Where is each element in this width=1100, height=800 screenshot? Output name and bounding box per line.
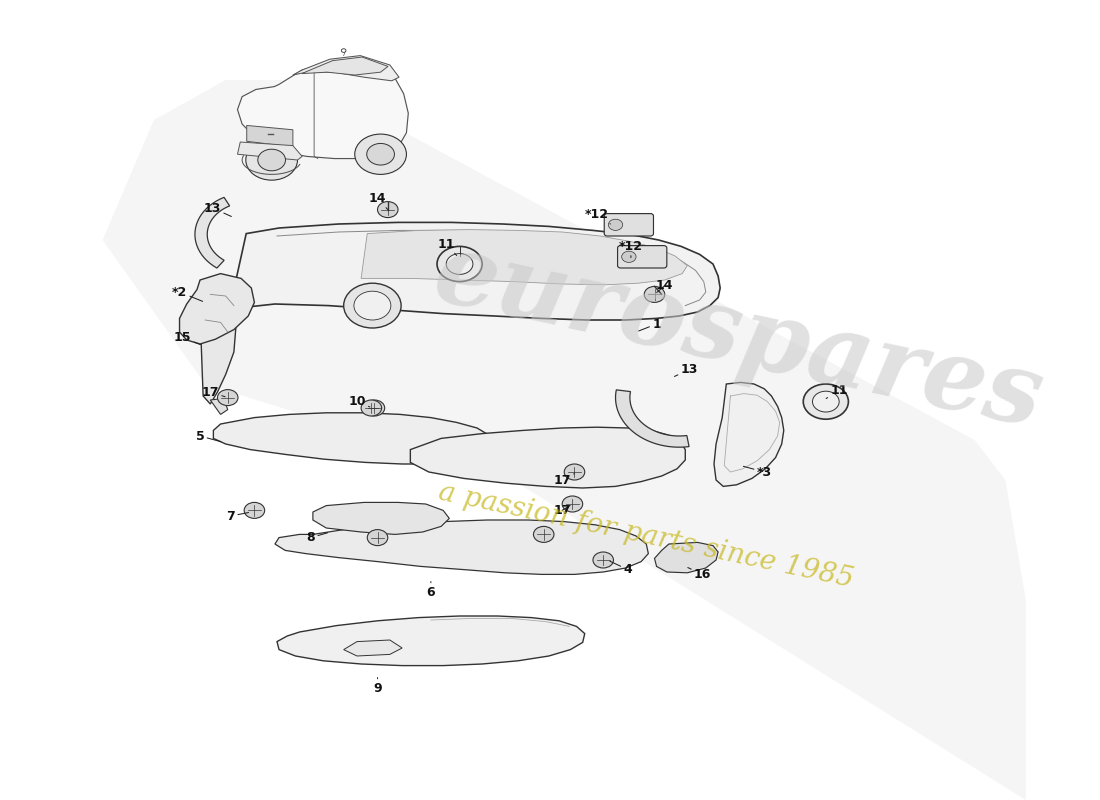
Polygon shape [302, 57, 388, 75]
Text: 14: 14 [368, 192, 388, 210]
Polygon shape [213, 413, 493, 464]
Circle shape [803, 384, 848, 419]
Text: 7: 7 [227, 510, 249, 522]
Polygon shape [714, 382, 784, 486]
Polygon shape [238, 142, 302, 160]
Text: 17: 17 [201, 386, 225, 398]
Circle shape [593, 552, 614, 568]
Polygon shape [616, 390, 689, 447]
Circle shape [645, 286, 664, 302]
Circle shape [621, 251, 636, 262]
Polygon shape [195, 198, 230, 268]
FancyBboxPatch shape [617, 246, 667, 268]
Text: *12: *12 [619, 240, 642, 258]
Text: *12: *12 [585, 208, 611, 224]
Text: 14: 14 [656, 279, 673, 293]
Text: 1: 1 [639, 318, 661, 331]
Circle shape [218, 390, 238, 406]
Text: *3: *3 [744, 466, 772, 478]
Circle shape [366, 143, 395, 165]
Circle shape [564, 464, 585, 480]
Polygon shape [361, 230, 688, 285]
Polygon shape [218, 222, 720, 326]
Text: 11: 11 [826, 384, 848, 398]
Text: 16: 16 [688, 567, 712, 581]
Text: 6: 6 [427, 582, 436, 598]
Circle shape [364, 400, 385, 416]
Text: 9: 9 [373, 678, 382, 694]
Polygon shape [246, 126, 293, 147]
Polygon shape [102, 80, 1026, 800]
Circle shape [257, 149, 286, 170]
Polygon shape [293, 56, 399, 81]
Text: eurospares: eurospares [426, 225, 1052, 447]
Polygon shape [312, 502, 449, 534]
Text: 17: 17 [553, 474, 574, 486]
Polygon shape [210, 398, 228, 414]
Text: 11: 11 [438, 238, 456, 255]
Polygon shape [410, 427, 685, 488]
Circle shape [447, 254, 473, 274]
Polygon shape [275, 520, 648, 574]
Circle shape [367, 530, 388, 546]
Circle shape [341, 49, 346, 52]
Text: 13: 13 [674, 363, 698, 377]
Circle shape [608, 219, 623, 230]
Circle shape [245, 140, 297, 180]
Circle shape [437, 246, 482, 282]
Circle shape [244, 502, 265, 518]
Text: 10: 10 [349, 395, 370, 408]
Text: 17: 17 [553, 504, 571, 517]
Polygon shape [277, 616, 585, 666]
Circle shape [354, 134, 406, 174]
Polygon shape [654, 542, 718, 573]
Circle shape [354, 291, 390, 320]
Circle shape [562, 496, 583, 512]
Polygon shape [179, 274, 254, 344]
Circle shape [534, 526, 554, 542]
Circle shape [377, 202, 398, 218]
Circle shape [361, 400, 382, 416]
Text: *2: *2 [172, 286, 202, 302]
Polygon shape [200, 310, 236, 404]
Text: a passion for parts since 1985: a passion for parts since 1985 [437, 478, 856, 594]
Polygon shape [238, 62, 408, 158]
Polygon shape [343, 640, 403, 656]
FancyBboxPatch shape [604, 214, 653, 236]
Circle shape [343, 283, 402, 328]
Text: 5: 5 [196, 430, 221, 442]
Text: 13: 13 [204, 202, 231, 217]
Circle shape [813, 391, 839, 412]
Text: 8: 8 [307, 531, 328, 544]
Text: 4: 4 [609, 561, 632, 576]
Text: 15: 15 [174, 331, 200, 345]
